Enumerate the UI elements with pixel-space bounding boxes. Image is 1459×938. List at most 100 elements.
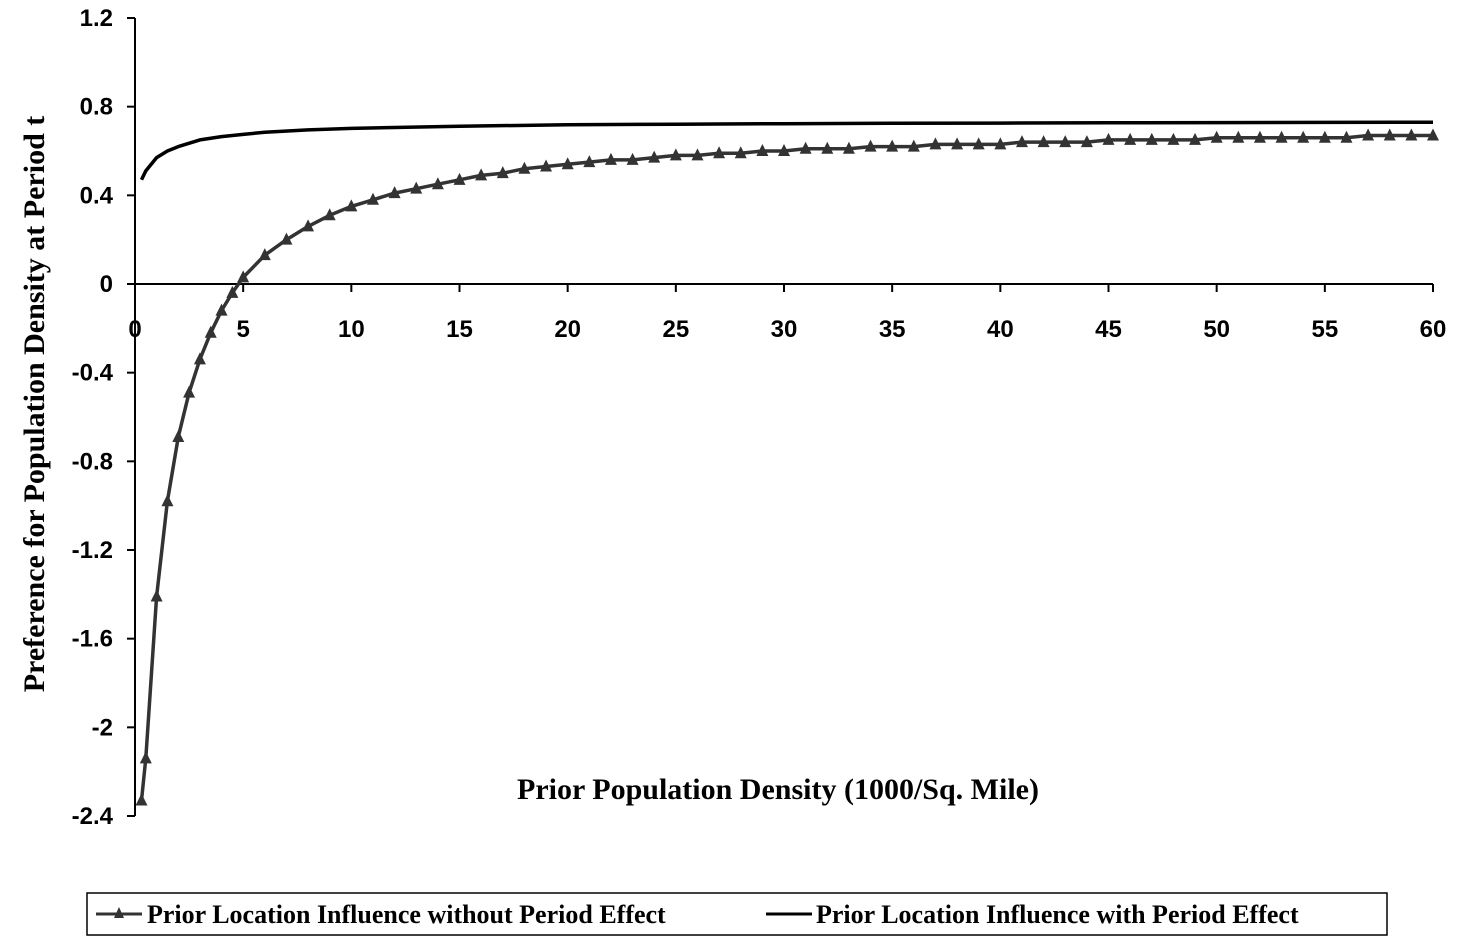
y-axis-ticks: 1.2 0.8 0.4 0 -0.4 -0.8 -1.2 -1.6 -2 -2.4: [72, 5, 135, 830]
data-point-marker: [323, 208, 336, 221]
data-point-marker: [561, 157, 574, 170]
data-point-marker: [713, 146, 726, 159]
data-point-marker: [1253, 130, 1266, 143]
series-line-with-period-effect: [139, 120, 1434, 181]
data-point-marker: [1080, 135, 1093, 148]
y-tick-label: -0.4: [72, 360, 114, 387]
data-point-marker: [669, 148, 682, 161]
x-tick-label: 5: [236, 316, 249, 343]
data-point-marker: [929, 137, 942, 150]
data-point-marker: [302, 219, 315, 232]
x-tick-label: 60: [1420, 316, 1447, 343]
data-point-marker: [1145, 132, 1158, 145]
data-point-marker: [1189, 132, 1202, 145]
data-point-marker: [431, 177, 444, 190]
data-point-marker: [172, 429, 185, 442]
legend: Prior Location Influence without Period …: [86, 892, 1388, 936]
data-point-marker: [821, 141, 834, 154]
data-point-marker: [410, 181, 423, 194]
data-point-marker: [161, 494, 174, 507]
legend-label-without-period: Prior Location Influence without Period …: [147, 900, 666, 929]
data-point-marker: [583, 155, 596, 168]
data-point-marker: [691, 148, 704, 161]
data-point-marker: [1275, 130, 1288, 143]
data-point-marker: [1232, 130, 1245, 143]
data-point-marker: [1124, 132, 1137, 145]
data-point-marker: [215, 303, 228, 316]
x-tick-label: 50: [1203, 316, 1230, 343]
data-point-marker: [778, 144, 790, 156]
x-tick-label: 25: [662, 316, 689, 343]
data-point-marker: [864, 139, 877, 152]
data-point-marker: [518, 161, 531, 174]
legend-label-with-period: Prior Location Influence with Period Eff…: [816, 900, 1299, 929]
data-point-marker: [150, 589, 163, 602]
data-point-marker: [734, 146, 747, 159]
data-point-marker: [1037, 135, 1050, 148]
data-point-marker: [951, 137, 964, 150]
data-point-marker: [345, 199, 358, 212]
series-line-without-period-effect: [139, 133, 1433, 801]
data-point-marker: [972, 137, 985, 150]
data-point-marker: [648, 150, 661, 163]
x-tick-label: 40: [987, 316, 1014, 343]
y-tick-label: -2.4: [72, 803, 114, 830]
data-point-marker: [139, 751, 152, 764]
data-point-marker: [226, 285, 239, 298]
series-layer: [135, 120, 1439, 806]
data-point-marker: [1167, 132, 1180, 145]
data-point-marker: [1210, 130, 1223, 143]
legend-box: [86, 892, 1388, 936]
x-axis-title: Prior Population Density (1000/Sq. Mile): [517, 773, 1039, 806]
data-point-marker: [366, 192, 379, 205]
x-tick-label: 55: [1311, 316, 1338, 343]
y-tick-label: 0.8: [80, 94, 113, 121]
data-point-marker: [1059, 135, 1072, 148]
y-axis-title: Preference for Population Density at Per…: [18, 116, 51, 693]
x-tick-label: 35: [879, 316, 906, 343]
data-point-marker: [626, 152, 639, 165]
data-point-marker: [1340, 130, 1353, 143]
data-point-marker: [258, 248, 271, 261]
data-point-marker: [135, 793, 148, 806]
data-point-marker: [540, 159, 553, 172]
y-tick-label: -1.2: [72, 537, 113, 564]
data-point-marker: [604, 152, 617, 165]
data-point-marker: [1318, 130, 1331, 143]
data-point-marker: [1015, 135, 1028, 148]
data-point-marker: [388, 186, 401, 199]
data-point-marker: [1405, 128, 1418, 141]
data-point-marker: [1427, 128, 1439, 141]
x-tick-label: 10: [338, 316, 365, 343]
legend-triangle-marker: [114, 907, 124, 918]
data-point-marker: [475, 168, 488, 181]
data-point-marker: [799, 141, 812, 154]
y-tick-label: 1.2: [80, 5, 113, 32]
x-axis-ticks: 051015202530354045505560: [128, 284, 1446, 343]
data-point-marker: [1362, 128, 1375, 141]
data-point-marker: [193, 352, 206, 365]
x-tick-label: 15: [446, 316, 473, 343]
data-point-marker: [756, 144, 769, 156]
y-tick-label: -1.6: [72, 626, 113, 653]
data-point-marker: [907, 139, 920, 152]
data-point-marker: [183, 385, 196, 398]
data-point-marker: [204, 325, 217, 338]
data-point-marker: [280, 232, 293, 245]
x-tick-label: 30: [771, 316, 798, 343]
data-point-marker: [1297, 130, 1310, 143]
data-point-marker: [994, 137, 1007, 150]
y-tick-label: 0: [100, 271, 113, 298]
data-point-marker: [496, 166, 509, 179]
data-point-marker: [842, 141, 855, 154]
data-point-marker: [237, 270, 250, 283]
y-tick-label: 0.4: [80, 182, 114, 209]
data-point-marker: [1383, 128, 1396, 141]
x-tick-label: 20: [554, 316, 581, 343]
data-point-marker: [1102, 132, 1115, 145]
x-tick-label: 45: [1095, 316, 1122, 343]
y-tick-label: -0.8: [72, 448, 113, 475]
data-point-marker: [453, 172, 466, 185]
data-point-marker: [886, 139, 899, 152]
